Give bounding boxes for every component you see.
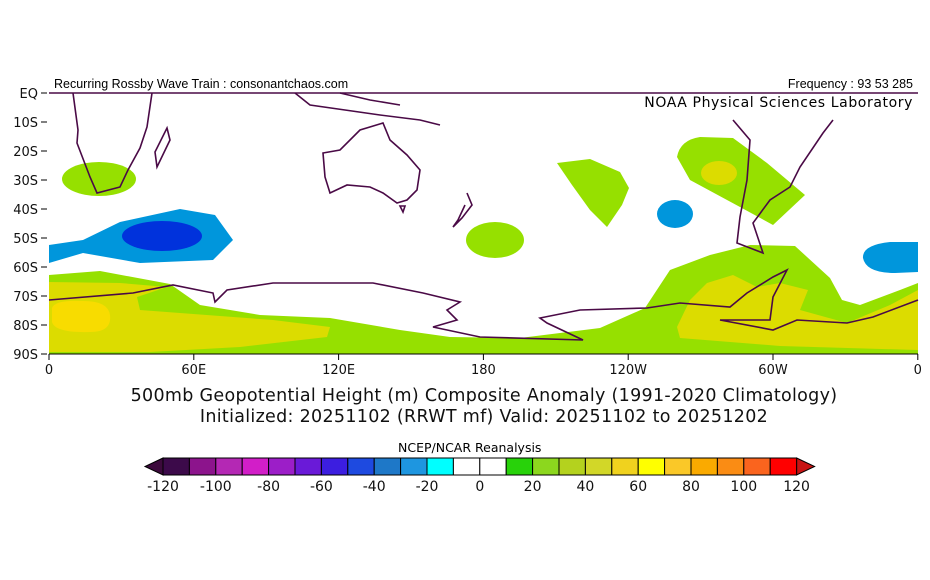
positive-anomaly-region: [62, 162, 136, 196]
madagascar-coast: [154, 125, 171, 170]
colorbar-swatch: [479, 457, 507, 476]
colorbar-swatch: [426, 457, 454, 476]
colorbar-source-label: NCEP/NCAR Reanalysis: [398, 440, 542, 455]
colorbar-label: -40: [363, 479, 386, 495]
positive-anomaly-region: [52, 300, 111, 333]
lat-label: 80S: [13, 319, 38, 334]
colorbar-label: 20: [524, 479, 542, 495]
lon-label: 60E: [181, 363, 206, 378]
lon-label: 60W: [758, 363, 788, 378]
positive-anomaly-region: [557, 159, 629, 227]
colorbar-swatch: [611, 457, 639, 476]
colorbar-label: 80: [682, 479, 700, 495]
negative-anomaly-region: [122, 221, 202, 251]
colorbar-swatch: [743, 457, 771, 476]
tasmania-coast: [398, 205, 407, 215]
lat-label: 90S: [13, 348, 38, 363]
colorbar-label: 40: [576, 479, 594, 495]
header-source-text: Recurring Rossby Wave Train : consonantc…: [54, 77, 349, 91]
colorbar-swatch: [452, 457, 481, 476]
lat-label: 50S: [13, 232, 38, 247]
new-zealand-coast: [452, 192, 473, 228]
latitude-axis: EQ 10S 20S 30S 40S 50S 60S 70S 80S 90S: [13, 87, 47, 363]
lon-label: 120W: [609, 363, 647, 378]
colorbar-swatch: [664, 457, 692, 476]
positive-anomaly-region: [677, 137, 805, 225]
lat-label: 40S: [13, 203, 38, 218]
coastlines: [48, 92, 919, 341]
antarctica-coast: [48, 268, 919, 341]
colorbar-label: -100: [200, 479, 232, 495]
colorbar-swatch: [532, 457, 560, 476]
colorbar-swatch: [162, 457, 190, 476]
colorbar-over-arrow: [796, 457, 816, 476]
lon-label: 0: [914, 363, 922, 378]
colorbar-label: -60: [310, 479, 333, 495]
colorbar: -120 -100 -80 -60 -40 -20 0 20 40 60 80 100 120: [143, 457, 816, 495]
positive-anomaly-region: [677, 275, 918, 350]
chart-title: 500mb Geopotential Height (m) Composite …: [130, 386, 838, 406]
negative-anomaly-region: [657, 200, 693, 228]
colorbar-swatch: [268, 457, 296, 476]
colorbar-label: -120: [147, 479, 179, 495]
lat-label: 60S: [13, 261, 38, 276]
colorbar-swatch: [241, 457, 270, 476]
lon-label: 0: [45, 363, 53, 378]
colorbar-swatch: [373, 457, 402, 476]
colorbar-swatch: [215, 457, 243, 476]
lat-label: EQ: [20, 87, 38, 102]
positive-anomaly-region: [49, 282, 330, 352]
colorbar-under-arrow: [143, 457, 164, 476]
header-frequency-text: Frequency : 93 53 285: [787, 77, 913, 91]
colorbar-label: 0: [475, 479, 484, 495]
colorbar-label: 60: [629, 479, 647, 495]
colorbar-swatch: [637, 457, 666, 476]
lat-label: 20S: [13, 145, 38, 160]
colorbar-swatch: [320, 457, 349, 476]
colorbar-swatch: [716, 457, 745, 476]
negative-anomaly-region: [862, 242, 918, 273]
colorbar-swatch: [769, 457, 798, 476]
colorbar-swatch: [347, 457, 375, 476]
africa-coast: [72, 92, 153, 194]
lat-label: 30S: [13, 174, 38, 189]
colorbar-label: -20: [416, 479, 439, 495]
colorbar-swatch: [188, 457, 217, 476]
colorbar-swatch: [558, 457, 586, 476]
colorbar-swatch: [294, 457, 322, 476]
maritime-continent-coast: [294, 92, 441, 126]
credit-text: NOAA Physical Sciences Laboratory: [644, 95, 913, 111]
colorbar-swatch: [505, 457, 534, 476]
lon-label: 120E: [322, 363, 355, 378]
colorbar-swatch: [584, 457, 613, 476]
colorbar-label: 120: [783, 479, 810, 495]
positive-anomaly-region: [701, 161, 737, 185]
australia-coast: [322, 122, 421, 204]
colorbar-swatch: [400, 457, 428, 476]
lat-label: 10S: [13, 116, 38, 131]
anomaly-fills: [49, 137, 918, 354]
longitude-axis: 0 60E 120E 180 120W 60W 0: [45, 354, 922, 378]
lon-label: 180: [471, 363, 496, 378]
south-america-coast: [732, 119, 834, 255]
anomaly-map: EQ 10S 20S 30S 40S 50S 60S 70S 80S 90S 0 60E 120E 18…: [13, 87, 922, 378]
lat-label: 70S: [13, 290, 38, 305]
colorbar-swatch: [690, 457, 718, 476]
chart-subtitle: Initialized: 20251102 (RRWT mf) Valid: 2…: [199, 407, 769, 427]
colorbar-label: -80: [257, 479, 280, 495]
colorbar-label: 100: [730, 479, 757, 495]
positive-anomaly-region: [466, 222, 524, 258]
